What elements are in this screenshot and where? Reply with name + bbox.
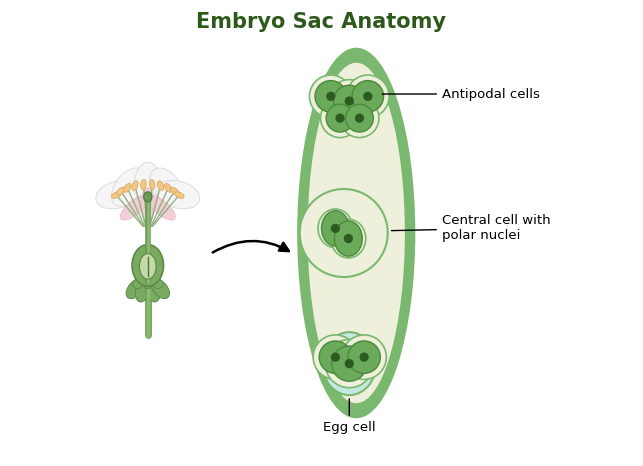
Ellipse shape	[147, 195, 176, 220]
Ellipse shape	[334, 221, 362, 256]
Ellipse shape	[120, 195, 149, 220]
Ellipse shape	[141, 188, 155, 223]
Ellipse shape	[165, 184, 172, 192]
Circle shape	[345, 104, 374, 132]
Text: Antipodal cells: Antipodal cells	[382, 88, 540, 101]
Circle shape	[336, 114, 345, 123]
Ellipse shape	[322, 332, 376, 395]
Ellipse shape	[331, 219, 366, 258]
Circle shape	[334, 85, 365, 116]
Ellipse shape	[322, 211, 349, 246]
Ellipse shape	[297, 48, 415, 418]
Ellipse shape	[123, 184, 131, 192]
Circle shape	[345, 359, 354, 368]
Circle shape	[315, 81, 347, 112]
Ellipse shape	[141, 179, 146, 190]
Ellipse shape	[145, 279, 160, 302]
Ellipse shape	[132, 181, 138, 191]
Circle shape	[347, 75, 389, 117]
Ellipse shape	[143, 279, 153, 288]
Ellipse shape	[116, 187, 125, 195]
Circle shape	[331, 224, 340, 233]
Circle shape	[345, 96, 354, 106]
Circle shape	[340, 99, 379, 137]
Ellipse shape	[149, 179, 155, 190]
Ellipse shape	[132, 245, 163, 286]
Ellipse shape	[307, 63, 405, 403]
Circle shape	[313, 335, 358, 379]
Circle shape	[363, 92, 372, 101]
Ellipse shape	[157, 180, 200, 209]
Circle shape	[359, 352, 368, 362]
Ellipse shape	[111, 192, 121, 199]
Circle shape	[332, 346, 367, 381]
Ellipse shape	[143, 192, 152, 202]
Circle shape	[352, 81, 384, 112]
Circle shape	[331, 352, 340, 362]
Text: Embryo Sac Anatomy: Embryo Sac Anatomy	[197, 12, 446, 32]
Ellipse shape	[174, 192, 184, 199]
Circle shape	[326, 104, 354, 132]
Circle shape	[319, 341, 352, 373]
Circle shape	[321, 99, 359, 137]
Ellipse shape	[126, 279, 145, 299]
Circle shape	[309, 75, 352, 117]
Circle shape	[348, 341, 380, 373]
Text: Central cell with
polar nuclei: Central cell with polar nuclei	[392, 214, 550, 242]
Circle shape	[342, 335, 386, 379]
Circle shape	[326, 92, 336, 101]
Circle shape	[325, 340, 374, 388]
Ellipse shape	[150, 168, 184, 206]
Ellipse shape	[96, 180, 139, 209]
Ellipse shape	[153, 279, 163, 288]
Circle shape	[300, 189, 388, 277]
Ellipse shape	[170, 187, 179, 195]
Circle shape	[344, 234, 353, 243]
Ellipse shape	[158, 181, 164, 191]
Circle shape	[355, 114, 364, 123]
Ellipse shape	[134, 162, 161, 206]
Text: Egg cell: Egg cell	[323, 399, 376, 434]
Ellipse shape	[318, 209, 353, 248]
Ellipse shape	[140, 254, 156, 279]
Ellipse shape	[151, 279, 170, 299]
Circle shape	[328, 80, 370, 122]
Ellipse shape	[136, 279, 150, 302]
Ellipse shape	[132, 279, 143, 288]
Ellipse shape	[111, 168, 146, 206]
